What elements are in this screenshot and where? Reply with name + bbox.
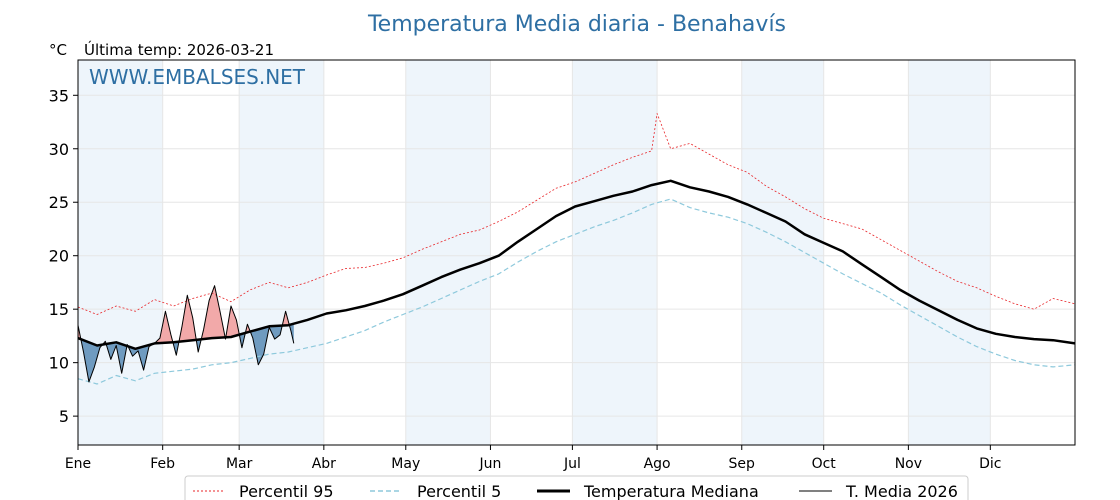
x-tick-label: Oct [812,456,837,472]
above-median-area [225,306,240,338]
y-tick-label: 10 [49,354,69,373]
legend-label-p95: Percentil 95 [239,482,334,500]
month-band [908,60,991,445]
legend-label-p5: Percentil 5 [417,482,501,500]
legend-label-median: Temperatura Mediana [583,482,759,500]
gridlines [77,60,1075,445]
y-tick-label: 30 [49,140,69,159]
y-tick-label: 15 [49,300,69,319]
above-median-area [179,295,197,342]
series-line-percentil-5 [77,198,1076,385]
below-median-area [239,333,246,348]
anomaly-fills [78,285,294,382]
chart-title: Temperatura Media diaria - Benahavís [367,12,786,37]
last-update-label: Última temp: 2026-03-21 [84,40,274,59]
x-axis: Ene Feb Mar Abr May Jun Jul Ago Sep Oct Nov Dic [65,445,1002,472]
month-band [78,60,163,445]
series-line-t-media-2026 [77,285,295,383]
above-median-area [154,311,173,344]
month-band [405,60,491,445]
month-band [572,60,658,445]
month-band [741,60,824,445]
series-line-percentil-95 [77,113,1076,315]
x-tick-label: Abr [312,456,336,472]
above-median-area [282,311,290,326]
below-median-area [250,325,283,365]
x-tick-label: Mar [226,456,253,472]
x-tick-label: Dic [979,456,1001,472]
month-bands [78,60,991,445]
y-unit-label: °C [49,41,67,59]
legend: Percentil 95 Percentil 5 Temperatura Med… [184,475,969,500]
above-median-area [201,285,226,340]
y-tick-label: 5 [59,407,69,426]
y-tick-label: 25 [49,193,69,212]
x-tick-label: Jun [479,456,502,472]
plot-frame [77,59,1076,446]
y-tick-label: 20 [49,247,69,266]
x-tick-label: Nov [895,456,922,472]
y-axis: 5 10 15 20 25 30 35 [49,86,78,426]
below-median-area [80,339,103,382]
x-tick-label: May [391,456,420,472]
series-line-temperatura-mediana [77,179,1076,351]
x-tick-label: Sep [729,456,756,472]
x-tick-label: Ene [65,456,91,472]
below-median-area [106,342,127,374]
y-tick-label: 35 [49,86,69,105]
x-tick-label: Feb [150,456,175,472]
series-lines [77,113,1076,385]
legend-box [184,475,969,500]
legend-label-current: T. Media 2026 [845,482,958,500]
x-tick-label: Jul [563,456,581,472]
x-tick-label: Ago [644,456,671,472]
watermark: WWW.EMBALSES.NET [89,65,306,89]
month-band [239,60,324,445]
below-median-area [172,341,179,356]
